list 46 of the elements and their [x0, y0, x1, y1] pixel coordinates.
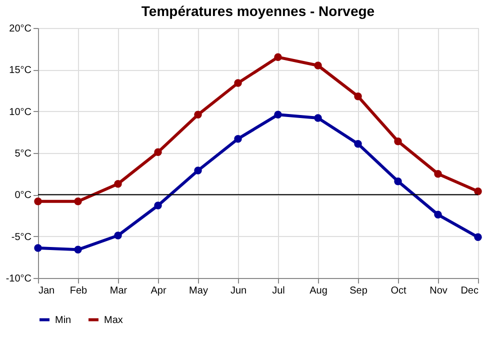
- y-tick-label: -5°C: [11, 232, 32, 243]
- point: [234, 134, 242, 143]
- point: [74, 197, 82, 206]
- x-tick-label: Dec: [460, 286, 478, 296]
- point: [34, 244, 42, 252]
- x-tick-label: Aug: [310, 286, 328, 296]
- point: [194, 166, 202, 174]
- point: [234, 79, 242, 87]
- point: [434, 210, 442, 219]
- point: [474, 233, 482, 242]
- y-tick-label: 5°C: [14, 148, 32, 160]
- x-tick-label: Apr: [150, 286, 167, 296]
- y-tick-label: -10°C: [6, 274, 32, 284]
- x-tick-label: Jun: [230, 286, 247, 296]
- y-tick-label: 20°C: [9, 24, 32, 34]
- y-tick-label: 15°C: [9, 65, 32, 76]
- x-tick-label: Nov: [430, 286, 448, 296]
- point: [74, 246, 82, 254]
- point: [154, 148, 162, 156]
- y-tick-label: 0°C: [14, 190, 32, 202]
- x-tick-label: Oct: [390, 286, 406, 296]
- point: [394, 177, 402, 186]
- x-tick-label: Jan: [38, 286, 55, 296]
- point: [34, 197, 42, 206]
- x-tick-label: Sep: [350, 286, 368, 296]
- point: [394, 137, 402, 146]
- legend-label: Max: [104, 314, 123, 326]
- legend-label: Min: [55, 314, 72, 326]
- chart-title: Températures moyennes - Norvege: [141, 3, 375, 19]
- x-tick-label: Jul: [272, 286, 285, 296]
- point: [114, 180, 122, 188]
- point: [474, 187, 482, 196]
- point: [194, 110, 202, 119]
- point: [354, 92, 362, 100]
- x-tick-label: Feb: [70, 286, 88, 296]
- point: [434, 170, 442, 178]
- point: [354, 140, 362, 148]
- x-tick-label: Mar: [110, 286, 128, 296]
- point: [314, 114, 322, 122]
- point: [314, 62, 322, 70]
- point: [274, 110, 282, 119]
- point: [274, 53, 282, 62]
- x-tick-label: May: [189, 286, 208, 296]
- y-tick-label: 10°C: [9, 106, 32, 118]
- point: [114, 232, 122, 240]
- point: [154, 202, 162, 210]
